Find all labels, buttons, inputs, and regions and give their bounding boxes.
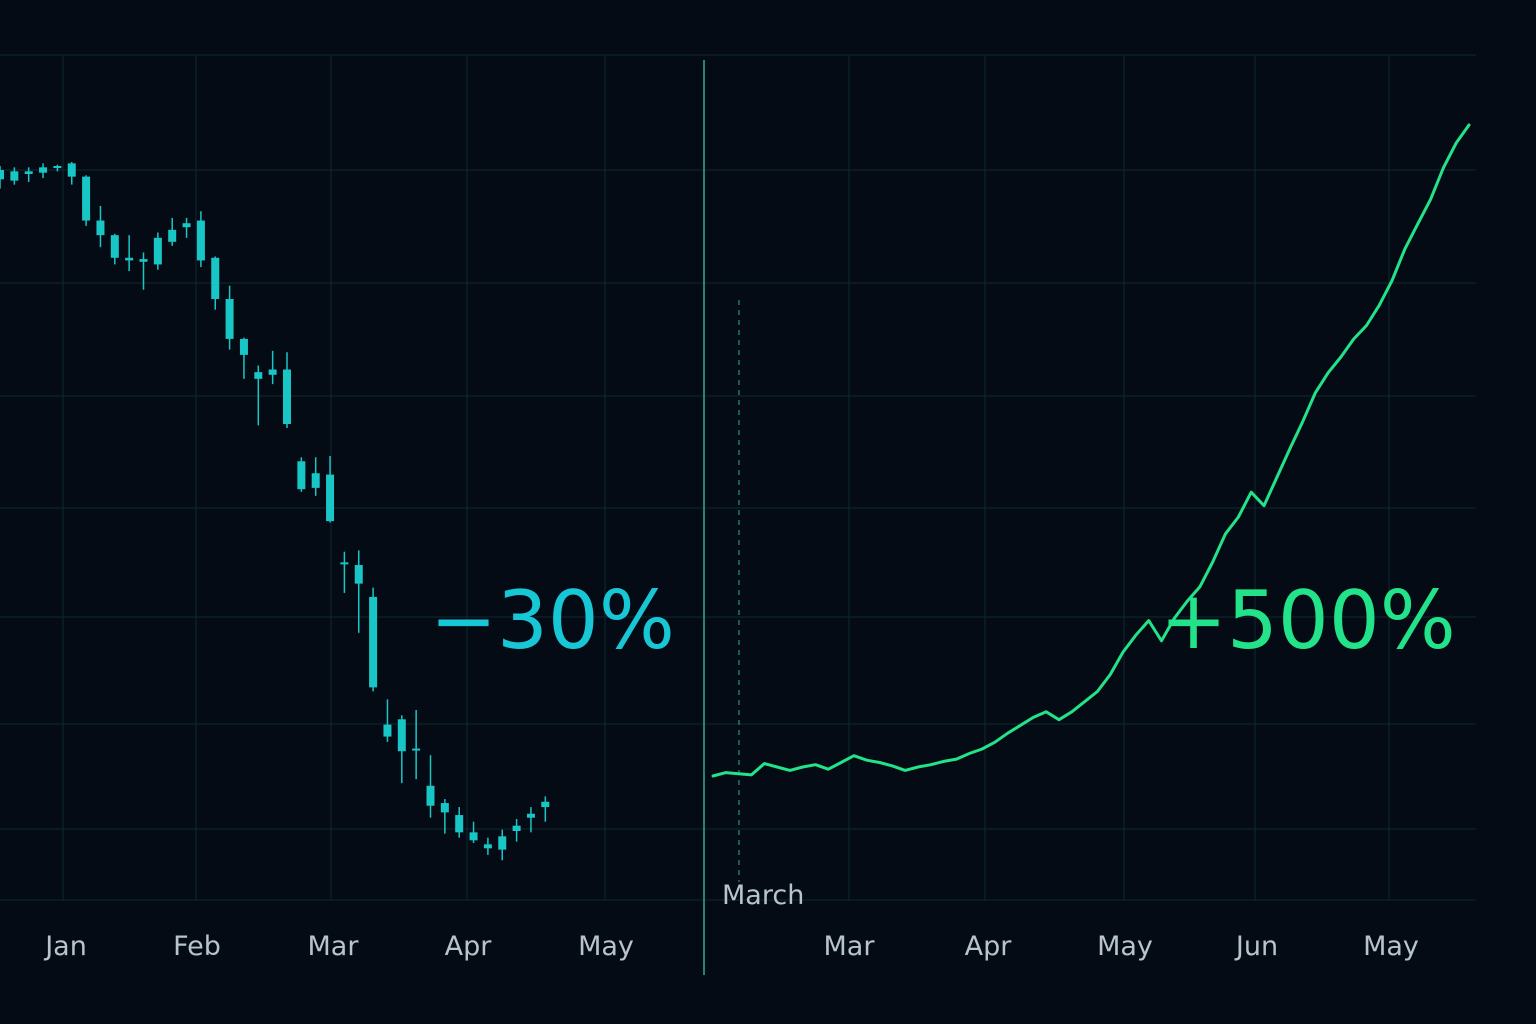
candle <box>96 205 105 248</box>
candle <box>239 337 248 379</box>
candle <box>67 162 76 185</box>
candle <box>455 807 464 838</box>
candle-body <box>397 719 406 752</box>
left-x-tick-feb: Feb <box>173 931 221 962</box>
candle-body <box>211 257 220 300</box>
candle-body <box>412 748 421 751</box>
candle <box>541 796 550 822</box>
candle <box>254 365 263 426</box>
candle <box>440 799 449 834</box>
candle <box>225 285 234 350</box>
candle-body <box>383 724 392 737</box>
candle-body <box>24 171 33 174</box>
candle <box>10 167 19 185</box>
candle <box>168 217 177 246</box>
candle <box>483 837 492 855</box>
left-x-tick-mar: Mar <box>308 931 360 962</box>
candle-body <box>125 257 134 261</box>
candle-body <box>268 369 277 375</box>
candle-body <box>196 220 205 261</box>
candle-body <box>340 562 349 565</box>
candle-body <box>67 163 76 177</box>
candle-body <box>168 229 177 242</box>
candle-body <box>498 836 507 850</box>
candle <box>53 164 62 172</box>
candle-body <box>110 235 119 258</box>
candle-body <box>39 167 48 173</box>
candle-body <box>326 474 335 522</box>
candle <box>383 699 392 742</box>
candle <box>326 455 335 523</box>
candle-body <box>455 815 464 833</box>
price-line <box>711 123 1471 778</box>
candle-body <box>483 844 492 849</box>
candle <box>426 755 435 818</box>
candle <box>498 829 507 861</box>
left-x-axis: Jan Feb Mar Apr May <box>43 931 634 962</box>
right-x-axis: March Mar Apr May Jun May <box>722 880 1419 962</box>
candle-body <box>512 825 521 832</box>
left-x-tick-apr: Apr <box>445 931 493 962</box>
candle <box>283 352 291 429</box>
candle-body <box>82 176 91 221</box>
candle <box>469 821 478 843</box>
candle <box>526 807 535 833</box>
candle <box>412 709 421 780</box>
candle-body <box>311 473 320 488</box>
candle <box>125 235 134 272</box>
candle-body <box>283 369 291 425</box>
candle <box>39 163 48 178</box>
candle-body <box>369 596 378 688</box>
right-x-tick-may-2: May <box>1363 931 1419 962</box>
candle <box>369 587 378 692</box>
candle <box>268 350 277 385</box>
candle-body <box>96 220 105 236</box>
march-marker-label: March <box>722 880 804 911</box>
candle <box>110 233 119 265</box>
candle <box>196 211 205 268</box>
right-change-annotation: +500% <box>1160 574 1456 667</box>
candle <box>340 551 349 593</box>
candle <box>153 232 162 270</box>
candle-body <box>10 171 19 181</box>
candle-body <box>526 813 535 818</box>
candle <box>24 167 33 182</box>
candle-body <box>0 170 4 180</box>
left-change-annotation: −30% <box>430 574 675 667</box>
right-x-tick-apr: Apr <box>965 931 1013 962</box>
right-x-tick-jun: Jun <box>1234 931 1278 962</box>
candle-body <box>426 785 435 806</box>
candle <box>311 457 320 496</box>
candle <box>82 175 91 226</box>
candle-body <box>297 461 306 490</box>
line-series <box>711 123 1471 778</box>
candle-body <box>139 259 148 262</box>
candle <box>139 252 148 290</box>
left-x-tick-may: May <box>578 931 634 962</box>
candle <box>512 819 521 842</box>
candle-body <box>541 801 550 808</box>
candle <box>397 715 406 784</box>
left-x-tick-jan: Jan <box>43 931 87 962</box>
right-x-tick-may: May <box>1097 931 1153 962</box>
candle <box>297 457 306 492</box>
grid <box>0 54 1476 901</box>
candle <box>354 550 363 633</box>
candle-body <box>225 299 234 339</box>
candle-body <box>239 338 248 355</box>
candle-body <box>153 237 162 265</box>
candle-body <box>53 166 62 169</box>
candlestick-series <box>0 162 550 861</box>
candle-body <box>440 803 449 813</box>
candle <box>211 256 220 310</box>
candle-body <box>469 832 478 841</box>
candle-body <box>182 223 191 228</box>
candle-body <box>354 565 363 584</box>
candle-body <box>254 372 263 379</box>
candle <box>0 166 4 189</box>
right-x-tick-mar: Mar <box>824 931 876 962</box>
candle <box>182 217 191 238</box>
